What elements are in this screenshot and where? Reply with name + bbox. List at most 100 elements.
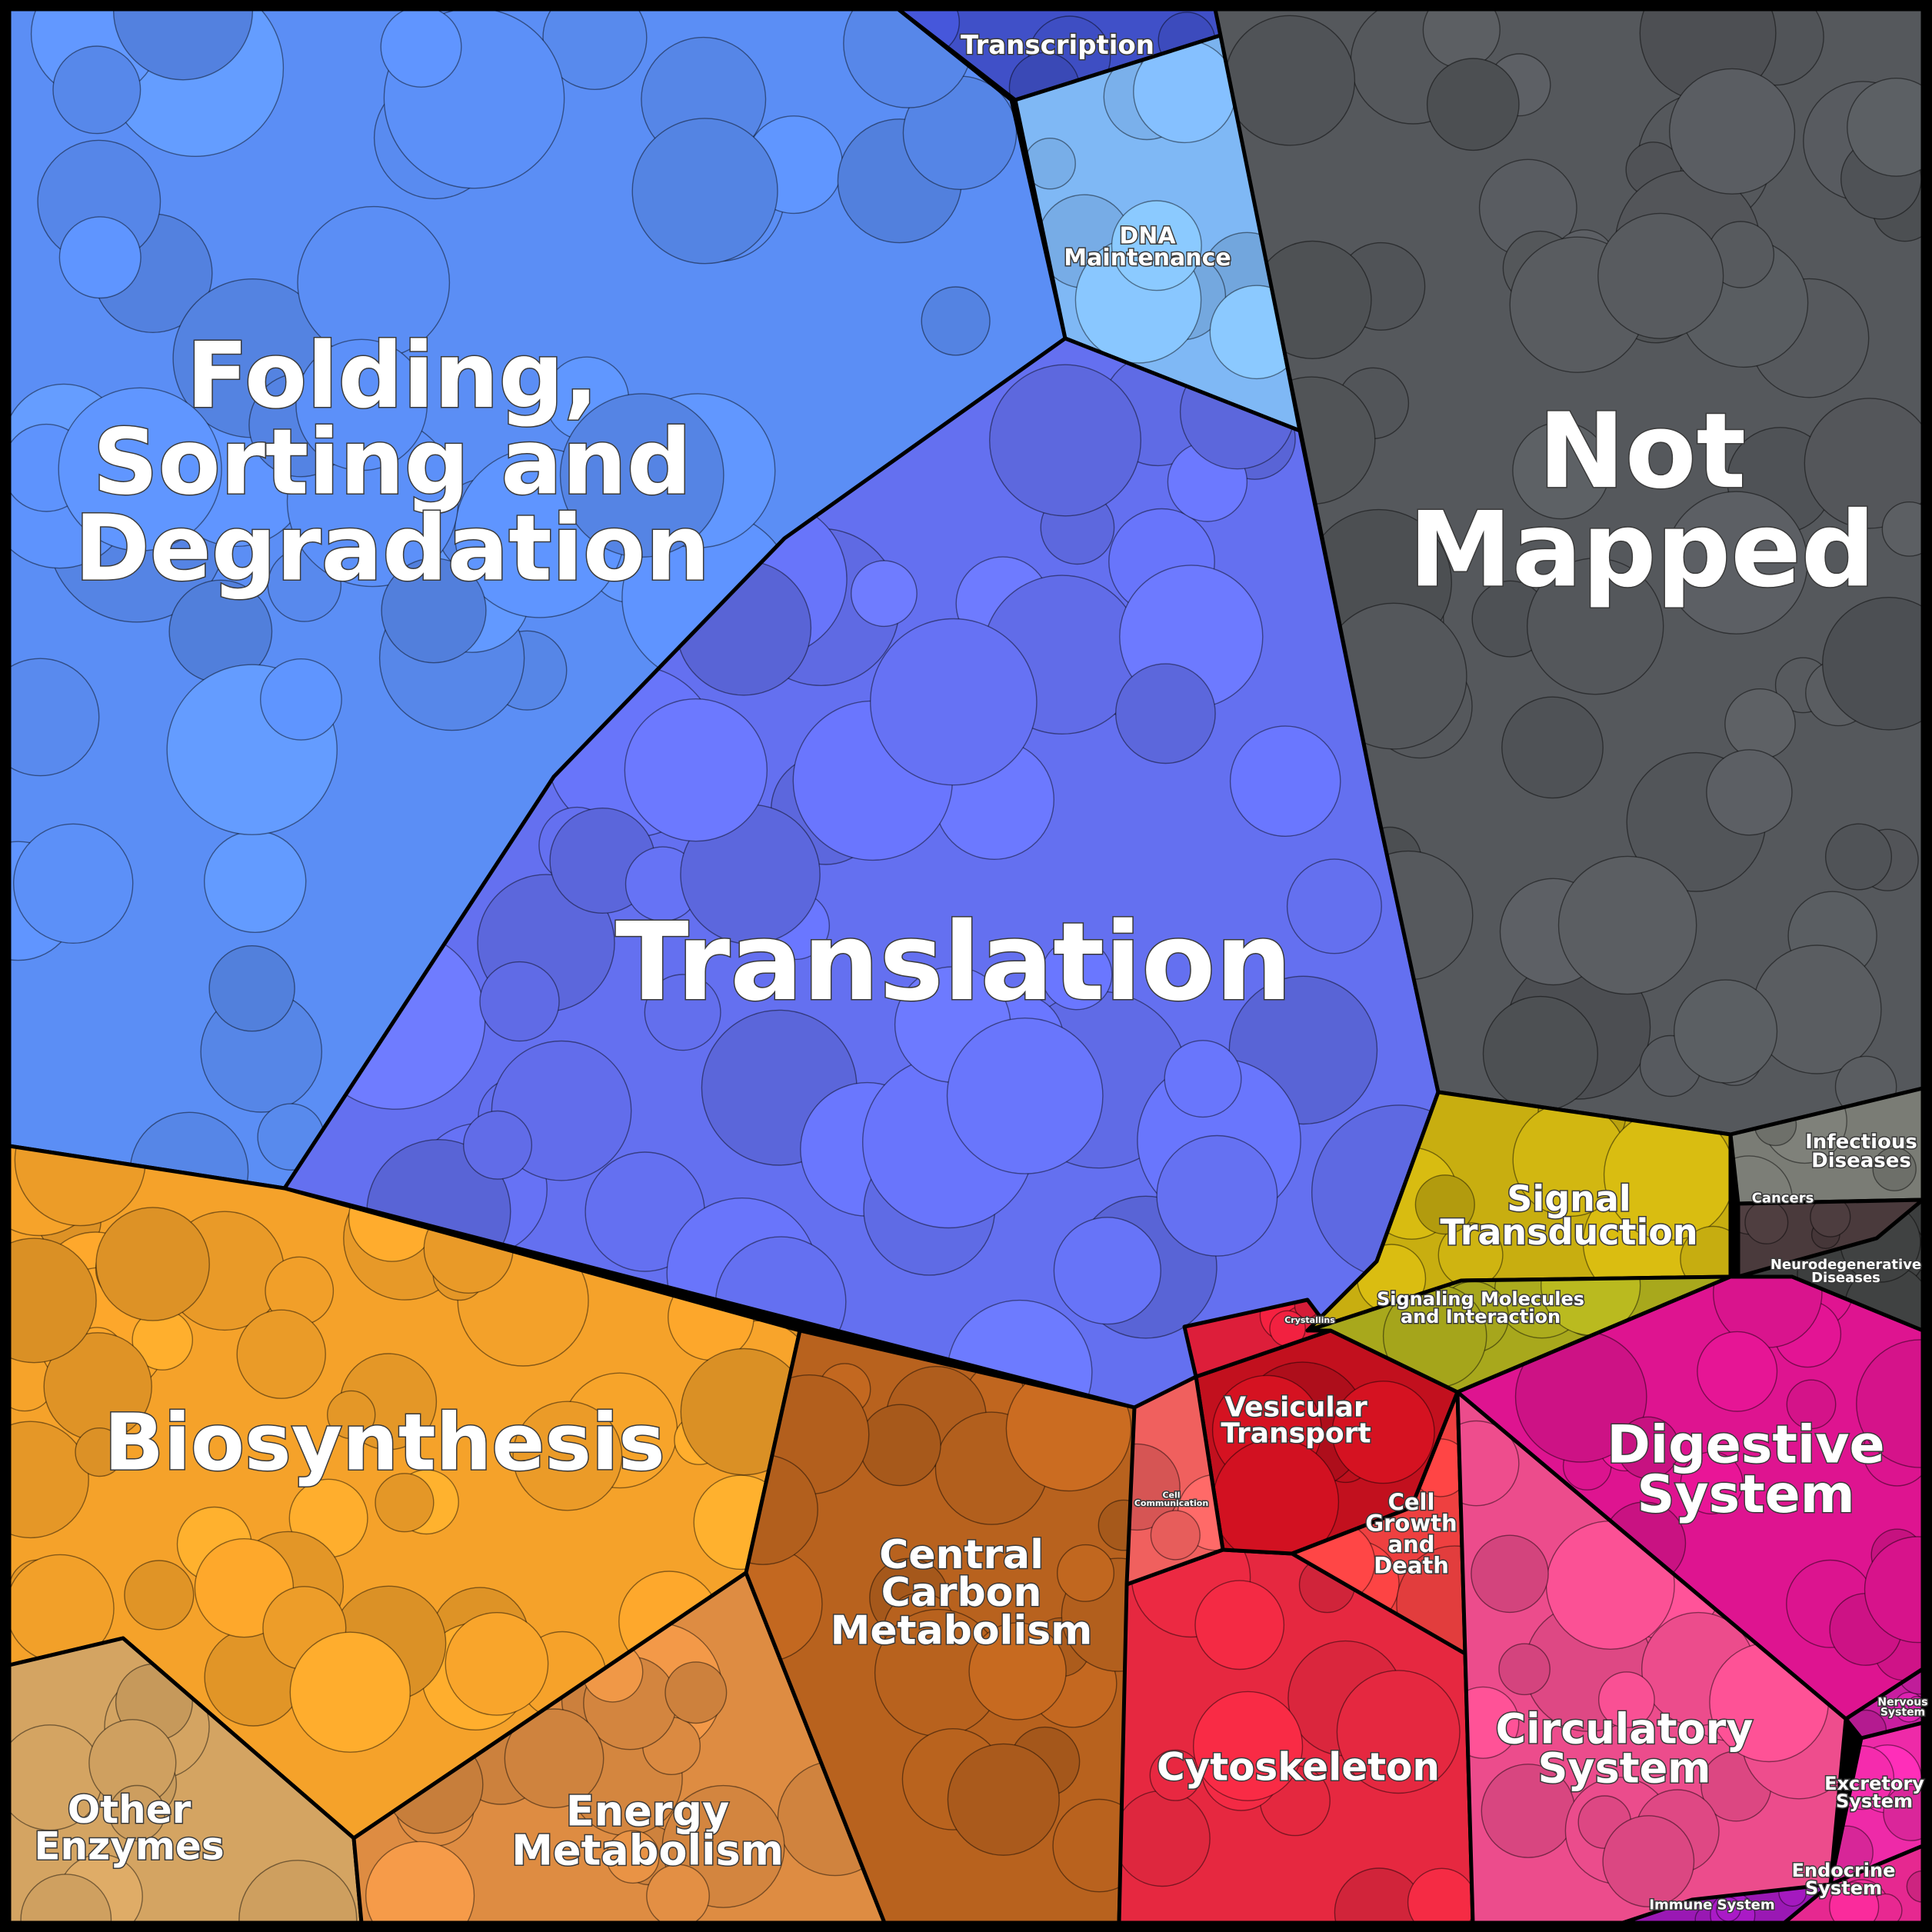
subcell: [947, 1743, 1060, 1856]
subcell: [1512, 421, 1611, 520]
subcell: [1744, 1200, 1789, 1244]
subcell: [1056, 1544, 1114, 1602]
subcell: [463, 1110, 533, 1180]
label-folding: Folding, Sorting and Degradation: [75, 322, 710, 601]
subcells-cancers: [1738, 1200, 1851, 1250]
subcell: [1680, 1451, 1744, 1515]
label-neuro: Neurodegenerative Diseases: [1770, 1257, 1921, 1286]
subcell: [1674, 979, 1778, 1084]
subcell: [204, 830, 307, 934]
subcell: [1111, 200, 1202, 291]
label-otherenz: Other Enzymes: [34, 1787, 224, 1869]
label-cytoskeleton: Cytoskeleton: [1157, 1745, 1440, 1790]
region-border: [744, 1328, 1137, 1925]
subcell: [1881, 501, 1923, 557]
label-energy: Energy Metabolism: [511, 1787, 784, 1874]
label-signalmol: Signaling Molecules and Interaction: [1377, 1288, 1584, 1327]
subcell: [1229, 725, 1341, 838]
subcell: [1194, 1580, 1285, 1671]
subcell: [381, 558, 487, 664]
subcell: [1526, 558, 1664, 695]
subcells-folding: [9, 9, 1018, 1188]
subcell: [9, 1237, 97, 1364]
subcells-energy: [365, 1622, 884, 1923]
subcell: [236, 1309, 326, 1399]
subcell: [921, 286, 991, 356]
subcell: [1336, 1670, 1461, 1794]
cell-endocrine: [1782, 1844, 1925, 1925]
subcell: [1872, 1147, 1917, 1191]
subcell: [1697, 1331, 1778, 1412]
subcell: [1824, 823, 1892, 891]
subcell: [238, 1860, 358, 1923]
subcell: [108, 1784, 165, 1842]
subcell: [52, 45, 142, 135]
subcell: [1724, 688, 1796, 760]
cell-energy: [351, 1571, 887, 1925]
cell-cancers: [1736, 1198, 1925, 1279]
cell-excretory: [1828, 1720, 1925, 1887]
subcell: [988, 364, 1141, 517]
cell-notmapped: [1213, 7, 1925, 1137]
subcell: [95, 1207, 210, 1321]
subcell: [1127, 1443, 1181, 1531]
subcells-ccm: [746, 1363, 1134, 1893]
subcell: [1192, 1690, 1304, 1801]
subcell: [1664, 491, 1808, 635]
subcell: [1602, 1815, 1695, 1907]
subcell: [1669, 68, 1796, 195]
label-crystallins: Crystallins: [1284, 1315, 1335, 1325]
subcell: [1156, 1134, 1278, 1257]
label-cancers: Cancers: [1752, 1190, 1814, 1206]
label-immune: Immune System: [1649, 1897, 1774, 1913]
subcell: [1457, 1420, 1520, 1507]
cell-vesicular: [1194, 1328, 1460, 1556]
subcell: [1426, 58, 1520, 152]
subcell: [1119, 1790, 1211, 1887]
subcell: [1471, 1534, 1549, 1614]
subcell: [1501, 696, 1604, 799]
subcell: [1149, 1749, 1201, 1801]
subcell: [1414, 1174, 1475, 1235]
subcell: [1597, 212, 1724, 339]
subcell: [1617, 1416, 1680, 1480]
label-nervous: Nervous System: [1877, 1696, 1927, 1718]
subcell: [1224, 15, 1356, 146]
subcell: [375, 1473, 435, 1533]
subcell: [1150, 1510, 1201, 1561]
subcell: [1847, 77, 1923, 177]
subcell: [1331, 1381, 1435, 1484]
subcell: [1498, 1643, 1551, 1696]
subcell: [1706, 749, 1793, 836]
subcell: [858, 1404, 941, 1487]
subcell: [20, 1874, 112, 1923]
label-ccm: Central Carbon Metabolism: [831, 1532, 1093, 1654]
cell-signalmol: [1305, 1274, 1733, 1394]
subcell: [644, 974, 721, 1051]
label-excretory: Excretory System: [1824, 1773, 1924, 1812]
subcell: [1730, 1155, 1794, 1204]
subcell: [646, 1864, 710, 1923]
cell-immune: [1621, 1882, 1833, 1925]
label-layer: Folding, Sorting and Degradation Transcript…: [33, 28, 1929, 1914]
subcell: [289, 1631, 411, 1753]
label-cellgrowth: Cell Growth and Death: [1365, 1489, 1457, 1579]
subcell: [365, 1840, 475, 1923]
subcell: [1804, 398, 1923, 529]
label-signaltrans: Signal Transduction: [1440, 1178, 1697, 1253]
cell-nervous: [1844, 1667, 1925, 1740]
cell-ccm: [744, 1328, 1137, 1925]
subcell: [870, 618, 1038, 786]
subcell: [1786, 1379, 1837, 1430]
label-translation: Translation: [615, 900, 1292, 1025]
region-border: [1124, 1374, 1225, 1587]
subcell: [1856, 1339, 1923, 1468]
label-digestive: Digestive System: [1607, 1415, 1884, 1526]
cell-digestive: [1455, 1274, 1925, 1721]
subcell: [58, 216, 142, 299]
label-biosynthesis: Biosynthesis: [104, 1397, 665, 1489]
subcell: [295, 338, 428, 471]
subcell: [380, 9, 462, 88]
subcell: [665, 1661, 728, 1724]
subcell: [968, 1622, 1067, 1720]
